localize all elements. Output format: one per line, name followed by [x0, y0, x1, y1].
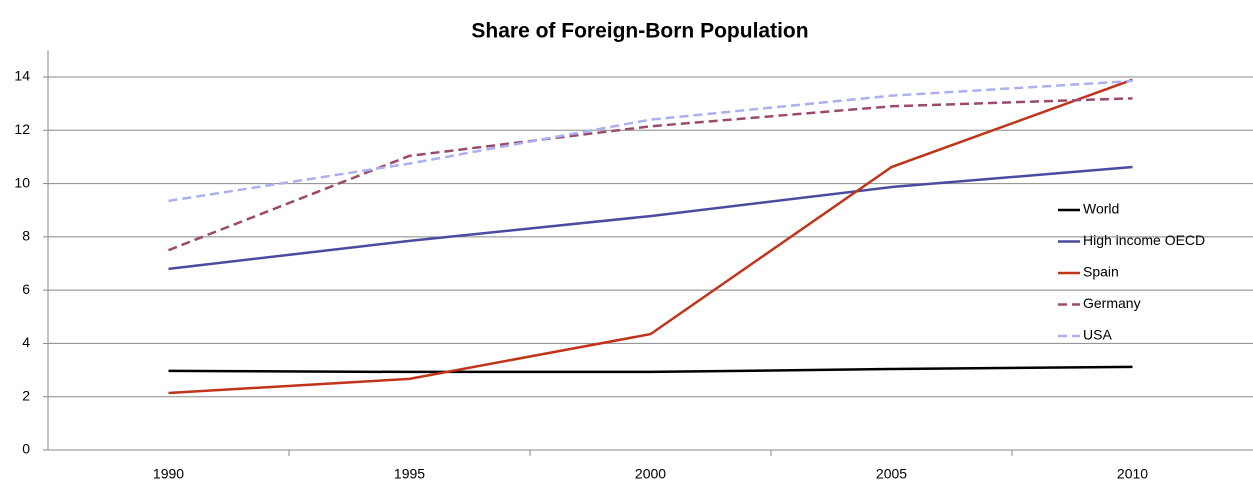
- legend-label: Spain: [1083, 264, 1119, 280]
- y-tick-label: 8: [22, 228, 30, 244]
- y-tick-label: 2: [22, 387, 30, 403]
- legend-label: World: [1083, 201, 1119, 217]
- x-tick-label: 2010: [1117, 466, 1148, 482]
- legend-label: Germany: [1083, 295, 1141, 311]
- chart-title: Share of Foreign-Born Population: [471, 20, 808, 43]
- y-tick-label: 4: [22, 334, 30, 350]
- y-tick-label: 12: [14, 121, 30, 137]
- series-line: [168, 97, 1133, 252]
- x-tick-label: 1995: [394, 466, 425, 482]
- y-tick-label: 10: [14, 174, 30, 190]
- y-tick-label: 6: [22, 281, 30, 297]
- y-tick-label: 14: [14, 68, 30, 84]
- x-tick-label: 2005: [876, 466, 907, 482]
- series-line: [168, 79, 1133, 203]
- series-line: [168, 165, 1133, 271]
- y-tick-label: 0: [22, 441, 30, 457]
- series-line: [168, 78, 1133, 395]
- x-tick-label: 1990: [153, 466, 184, 482]
- legend-label: High income OECD: [1083, 232, 1205, 248]
- series-line: [168, 365, 1133, 374]
- legend-label: USA: [1083, 327, 1112, 343]
- x-tick-label: 2000: [635, 466, 666, 482]
